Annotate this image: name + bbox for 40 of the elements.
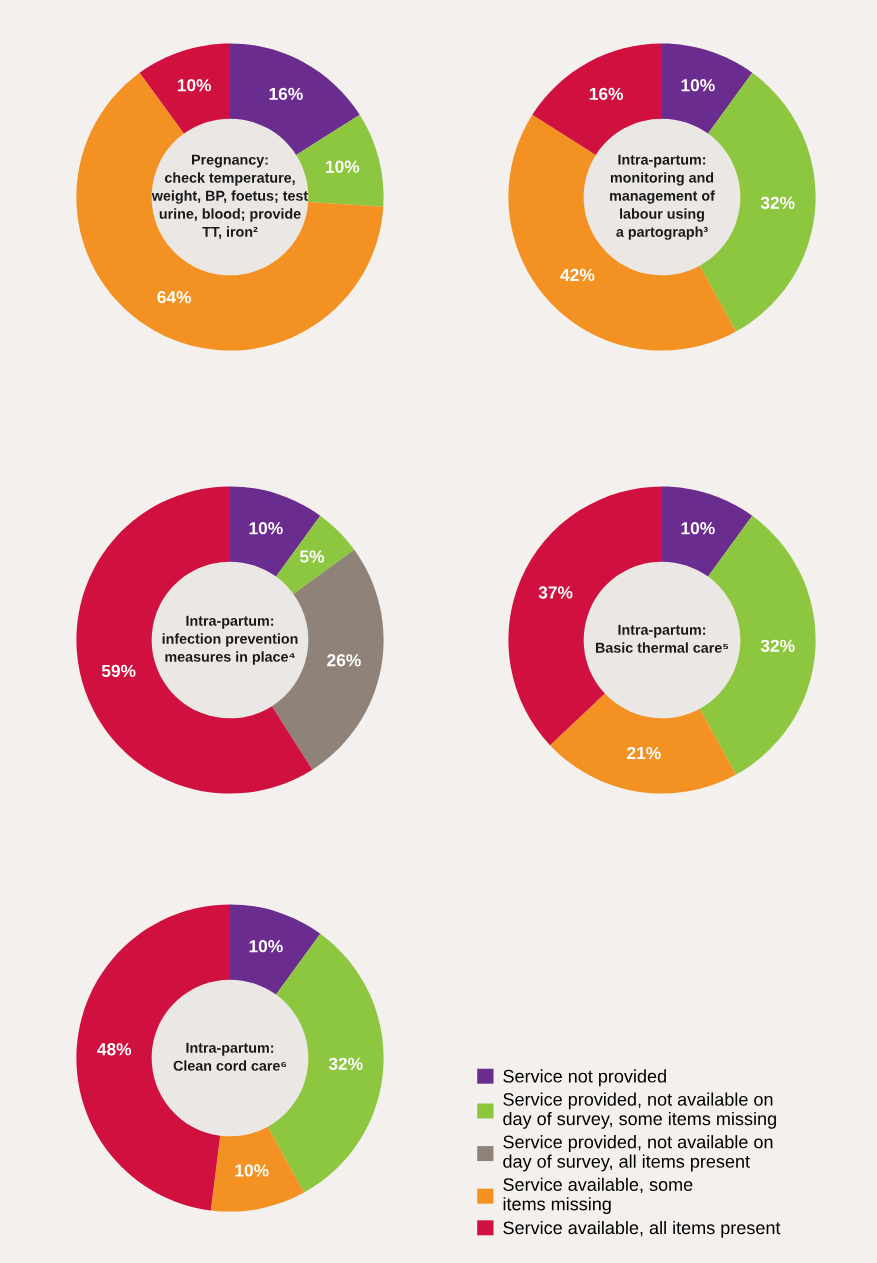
legend-label: Service available, all items present xyxy=(503,1220,781,1238)
data-label: 5% xyxy=(299,550,325,563)
donut-slice xyxy=(210,1126,304,1212)
donut-slice xyxy=(532,43,662,156)
data-label: 37% xyxy=(538,586,573,599)
text: Intra-partum: infection prevention measures in place⁴ xyxy=(162,615,298,665)
data-label: 64% xyxy=(157,290,192,304)
donut-slice xyxy=(76,72,384,351)
legend-label: Service available, some items missing xyxy=(503,1177,693,1214)
data-label: 21% xyxy=(627,746,661,760)
data-label: 10% xyxy=(326,160,360,173)
legend-label: Service provided, not available on day of survey, some items missing xyxy=(503,1092,776,1129)
legend-label: Service not provided xyxy=(503,1069,666,1087)
data-label: 32% xyxy=(760,639,795,652)
donut-slice xyxy=(139,43,230,134)
data-label: 10% xyxy=(177,79,212,92)
data-label: 59% xyxy=(101,664,136,678)
data-label: 48% xyxy=(97,1043,132,1056)
data-label: 26% xyxy=(327,654,361,667)
data-label: 10% xyxy=(249,522,283,535)
text: Intra-partum: Basic thermal care⁵ xyxy=(595,624,729,653)
legend-label: Service provided, not available on day of survey, all items present xyxy=(503,1135,773,1172)
data-label: 10% xyxy=(235,1164,269,1177)
donut-slice xyxy=(550,693,736,794)
donut-slice xyxy=(508,114,736,351)
data-label: 10% xyxy=(681,79,715,92)
data-label: 16% xyxy=(589,87,624,101)
data-label: 32% xyxy=(328,1057,363,1070)
data-label: 16% xyxy=(269,87,303,101)
data-label: 42% xyxy=(560,268,595,282)
text: Intra-partum: Clean cord care⁶ xyxy=(173,1042,287,1071)
donut-slice xyxy=(230,43,360,156)
data-label: 32% xyxy=(760,196,795,209)
data-label: 10% xyxy=(249,940,283,953)
donut-slice xyxy=(230,904,321,995)
text: Intra-partum: monitoring and management of labour using a partograph³ xyxy=(610,154,715,240)
text: Pregnancy: check temperature, weight, BP, foetus; test urine, blood; provide TT, iron² xyxy=(151,154,308,239)
donut-slice xyxy=(662,43,753,134)
data-label: 10% xyxy=(681,522,715,535)
donut-slice xyxy=(662,486,753,577)
